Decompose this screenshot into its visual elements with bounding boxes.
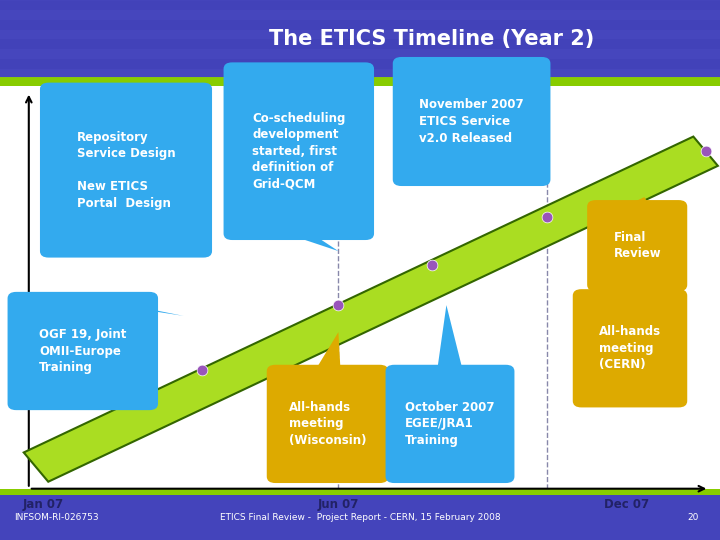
Text: All-hands
meeting
(CERN): All-hands meeting (CERN) bbox=[599, 325, 661, 372]
FancyBboxPatch shape bbox=[0, 0, 720, 78]
Text: Dec 07: Dec 07 bbox=[604, 498, 649, 511]
Text: Repository
Service Design

New ETICS
Portal  Design: Repository Service Design New ETICS Port… bbox=[77, 131, 175, 210]
FancyBboxPatch shape bbox=[0, 77, 720, 86]
FancyBboxPatch shape bbox=[573, 289, 687, 408]
Text: ETICS Final Review -  Project Report - CERN, 15 February 2008: ETICS Final Review - Project Report - CE… bbox=[220, 513, 500, 522]
FancyBboxPatch shape bbox=[588, 200, 687, 292]
FancyBboxPatch shape bbox=[0, 86, 720, 494]
Text: 20: 20 bbox=[687, 513, 698, 522]
FancyBboxPatch shape bbox=[386, 365, 514, 483]
FancyBboxPatch shape bbox=[0, 39, 720, 49]
Polygon shape bbox=[315, 332, 341, 372]
Polygon shape bbox=[70, 298, 184, 316]
FancyBboxPatch shape bbox=[393, 57, 550, 186]
Polygon shape bbox=[617, 235, 644, 296]
FancyBboxPatch shape bbox=[0, 489, 720, 495]
FancyBboxPatch shape bbox=[0, 494, 720, 540]
Polygon shape bbox=[286, 233, 338, 251]
FancyBboxPatch shape bbox=[223, 62, 374, 240]
Point bbox=[333, 301, 344, 309]
Text: The ETICS Timeline (Year 2): The ETICS Timeline (Year 2) bbox=[269, 29, 595, 49]
Text: Co-scheduling
development
started, first
definition of
Grid-QCM: Co-scheduling development started, first… bbox=[252, 112, 346, 191]
Polygon shape bbox=[437, 305, 463, 372]
FancyBboxPatch shape bbox=[0, 1, 720, 10]
FancyBboxPatch shape bbox=[0, 59, 720, 69]
Polygon shape bbox=[624, 197, 650, 206]
Point bbox=[426, 260, 438, 269]
Text: November 2007
ETICS Service
v2.0 Released: November 2007 ETICS Service v2.0 Release… bbox=[419, 98, 524, 145]
FancyBboxPatch shape bbox=[40, 83, 212, 258]
Text: Final
Review: Final Review bbox=[613, 231, 661, 260]
FancyBboxPatch shape bbox=[0, 20, 720, 30]
Text: Jun 07: Jun 07 bbox=[318, 498, 359, 511]
FancyBboxPatch shape bbox=[0, 30, 720, 39]
Point bbox=[541, 213, 553, 221]
Point bbox=[700, 147, 711, 156]
Text: INFSOM-RI-026753: INFSOM-RI-026753 bbox=[14, 513, 99, 522]
FancyBboxPatch shape bbox=[0, 69, 720, 78]
Point bbox=[196, 366, 207, 374]
FancyBboxPatch shape bbox=[266, 365, 389, 483]
Polygon shape bbox=[24, 137, 718, 482]
FancyBboxPatch shape bbox=[8, 292, 158, 410]
FancyBboxPatch shape bbox=[0, 49, 720, 59]
Text: Jan 07: Jan 07 bbox=[22, 498, 64, 511]
Text: OGF 19, Joint
OMII-Europe
Training: OGF 19, Joint OMII-Europe Training bbox=[39, 328, 127, 374]
Text: All-hands
meeting
(Wisconsin): All-hands meeting (Wisconsin) bbox=[289, 401, 366, 447]
Text: October 2007
EGEE/JRA1
Training: October 2007 EGEE/JRA1 Training bbox=[405, 401, 495, 447]
FancyBboxPatch shape bbox=[0, 10, 720, 20]
